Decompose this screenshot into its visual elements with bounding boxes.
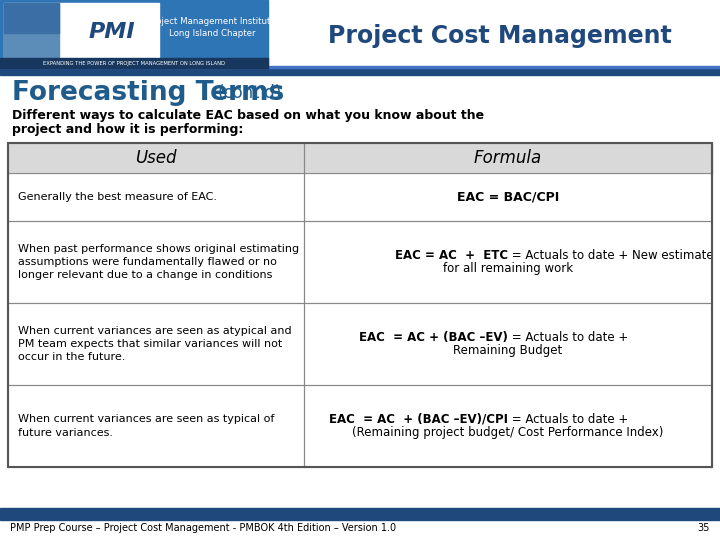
Bar — [0, 58, 268, 68]
Bar — [304, 143, 712, 173]
Text: Project Management Institute: Project Management Institute — [148, 17, 276, 26]
Bar — [0, 508, 720, 520]
Bar — [8, 385, 304, 467]
Bar — [304, 173, 712, 221]
Text: = Actuals to date +: = Actuals to date + — [508, 413, 628, 426]
Bar — [4, 3, 59, 61]
Bar — [0, 0, 720, 72]
Text: Formula: Formula — [474, 149, 542, 167]
Bar — [8, 221, 304, 303]
Text: When current variances are seen as atypical and
PM team expects that similar var: When current variances are seen as atypi… — [18, 326, 292, 362]
Bar — [8, 143, 712, 173]
Bar — [304, 221, 712, 303]
Bar — [0, 68, 720, 75]
Bar — [8, 143, 304, 173]
Text: EAC = BAC/CPI: EAC = BAC/CPI — [456, 191, 559, 204]
Bar — [304, 221, 712, 303]
Text: Project Cost Management: Project Cost Management — [328, 24, 672, 48]
Text: Different ways to calculate EAC based on what you know about the: Different ways to calculate EAC based on… — [12, 109, 484, 122]
Text: Used: Used — [135, 149, 176, 167]
Bar — [8, 303, 304, 385]
Bar — [4, 3, 59, 33]
Text: = Actuals to date +: = Actuals to date + — [508, 331, 628, 344]
Bar — [304, 173, 712, 221]
Bar — [0, 66, 720, 68]
Bar — [8, 143, 304, 173]
Text: PMP Prep Course – Project Cost Management - PMBOK 4th Edition – Version 1.0: PMP Prep Course – Project Cost Managemen… — [10, 523, 396, 533]
Text: When past performance shows original estimating
assumptions were fundamentally f: When past performance shows original est… — [18, 244, 299, 280]
Text: = Actuals to date + New estimate: = Actuals to date + New estimate — [508, 249, 714, 262]
Bar — [304, 385, 712, 467]
Text: EAC  = AC  + (BAC –EV)/CPI: EAC = AC + (BAC –EV)/CPI — [329, 413, 508, 426]
Text: EXPANDING THE POWER OF PROJECT MANAGEMENT ON LONG ISLAND: EXPANDING THE POWER OF PROJECT MANAGEMEN… — [43, 60, 225, 65]
Text: Generally the best measure of EAC.: Generally the best measure of EAC. — [18, 192, 217, 202]
Bar — [0, 0, 268, 68]
Text: Remaining Budget: Remaining Budget — [453, 344, 562, 357]
Bar — [4, 3, 159, 61]
Text: project and how it is performing:: project and how it is performing: — [12, 123, 243, 136]
Bar — [8, 303, 304, 385]
Bar — [304, 143, 712, 173]
Bar — [8, 143, 712, 467]
Text: for all remaining work: for all remaining work — [443, 262, 573, 275]
Bar — [304, 385, 712, 467]
Bar — [304, 303, 712, 385]
Bar — [304, 303, 712, 385]
Text: When current variances are seen as typical of
future variances.: When current variances are seen as typic… — [18, 414, 274, 437]
Text: (cont'd): (cont'd) — [218, 84, 282, 102]
Bar — [8, 221, 304, 303]
Text: Long Island Chapter: Long Island Chapter — [168, 30, 256, 38]
Text: Forecasting Terms: Forecasting Terms — [12, 80, 284, 106]
Text: PMI: PMI — [89, 22, 135, 42]
Bar — [8, 173, 304, 221]
Text: (Remaining project budget/ Cost Performance Index): (Remaining project budget/ Cost Performa… — [352, 426, 664, 439]
Bar — [8, 173, 304, 221]
Text: EAC  = AC + (BAC –EV): EAC = AC + (BAC –EV) — [359, 331, 508, 344]
Text: 35: 35 — [698, 523, 710, 533]
Text: EAC = AC  +  ETC: EAC = AC + ETC — [395, 249, 508, 262]
Bar — [8, 385, 304, 467]
